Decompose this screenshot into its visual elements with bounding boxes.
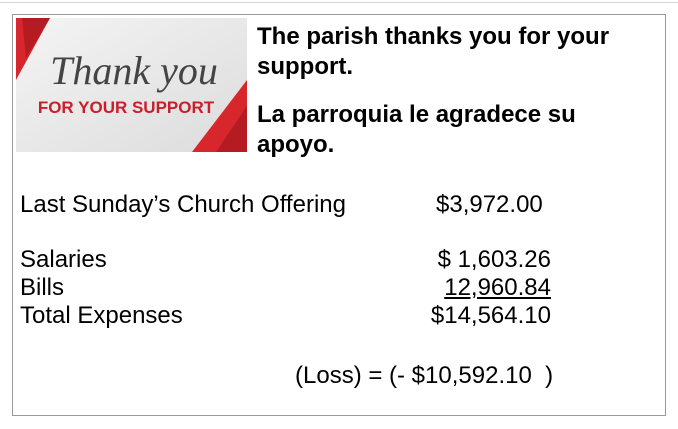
expense-label: Total Expenses	[20, 302, 183, 330]
expense-label: Bills	[20, 274, 64, 302]
divider	[0, 2, 678, 3]
loss-line: (Loss) = (- $10,592.10 )	[295, 362, 553, 390]
script-text: Thank you	[50, 48, 218, 93]
spanish-thanks: La parroquia le agradece su apoyo.	[257, 100, 657, 160]
offering-amount: $3,972.00	[436, 191, 543, 219]
english-thanks: The parish thanks you for your support.	[257, 22, 657, 82]
expense-amount: 12,960.84	[380, 274, 551, 302]
thank-you-image: Thank you FOR YOUR SUPPORT	[16, 18, 247, 152]
image-caption: FOR YOUR SUPPORT	[38, 98, 215, 117]
offering-label: Last Sunday’s Church Offering	[20, 191, 346, 219]
page: {"image": {"script_text": "Thank you", "…	[0, 0, 678, 429]
expense-total: $14,564.10	[380, 302, 551, 330]
expense-amount: $ 1,603.26	[380, 246, 551, 274]
expense-label: Salaries	[20, 246, 107, 274]
